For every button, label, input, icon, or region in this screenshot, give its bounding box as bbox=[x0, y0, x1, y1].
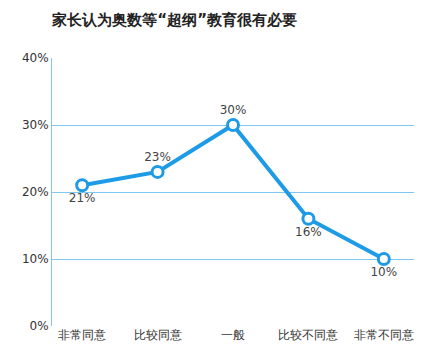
svg-text:0%: 0% bbox=[30, 319, 49, 333]
svg-text:10%: 10% bbox=[370, 265, 397, 279]
svg-text:比较同意: 比较同意 bbox=[134, 328, 182, 342]
svg-text:一般: 一般 bbox=[221, 328, 245, 342]
svg-text:21%: 21% bbox=[69, 191, 96, 205]
svg-text:非常同意: 非常同意 bbox=[58, 328, 106, 342]
svg-text:10%: 10% bbox=[22, 252, 49, 266]
svg-text:比较不同意: 比较不同意 bbox=[278, 328, 338, 342]
svg-text:30%: 30% bbox=[220, 103, 247, 117]
svg-text:16%: 16% bbox=[295, 225, 322, 239]
svg-text:40%: 40% bbox=[22, 51, 49, 65]
svg-text:30%: 30% bbox=[22, 118, 49, 132]
svg-text:23%: 23% bbox=[144, 150, 171, 164]
svg-text:家长认为奥数等“超纲”教育很有必要: 家长认为奥数等“超纲”教育很有必要 bbox=[51, 11, 297, 29]
svg-text:非常不同意: 非常不同意 bbox=[354, 328, 414, 342]
svg-text:20%: 20% bbox=[22, 185, 49, 199]
